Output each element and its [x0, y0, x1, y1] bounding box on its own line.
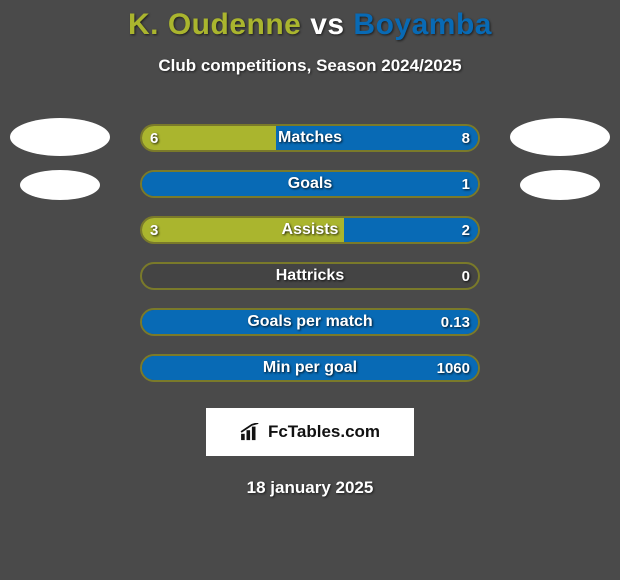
- stat-value-left: 6: [150, 124, 158, 152]
- stat-value-right: 2: [462, 216, 470, 244]
- date-text: 18 january 2025: [0, 478, 620, 498]
- stat-bar-fill-left: [142, 218, 344, 242]
- stat-value-right: 0.13: [441, 308, 470, 336]
- stat-value-right: 1: [462, 170, 470, 198]
- stat-row: Min per goal1060: [0, 344, 620, 390]
- stat-row: Matches6 8: [0, 114, 620, 160]
- brand-badge: FcTables.com: [206, 408, 414, 456]
- stat-bar-track: Matches: [140, 124, 480, 152]
- stat-bar-fill-right: [142, 172, 478, 196]
- page-title: K. Oudenne vs Boyamba: [0, 8, 620, 42]
- stat-row: Goals per match0.13: [0, 298, 620, 344]
- stat-bar-track: Goals per match: [140, 308, 480, 336]
- stat-value-left: 3: [150, 216, 158, 244]
- stat-bar-track: Min per goal: [140, 354, 480, 382]
- stat-value-right: 1060: [437, 354, 470, 382]
- stat-bar-fill-right: [276, 126, 478, 150]
- subtitle: Club competitions, Season 2024/2025: [0, 56, 620, 76]
- stat-value-right: 0: [462, 262, 470, 290]
- stat-rows: Matches68Goals1Assists32Hattricks0Goals …: [0, 114, 620, 390]
- chart-icon: [240, 423, 262, 441]
- brand-text: FcTables.com: [268, 422, 380, 442]
- stat-bar-fill-right: [142, 356, 478, 380]
- stat-value-right: 8: [462, 124, 470, 152]
- player1-name: K. Oudenne: [128, 8, 301, 41]
- stat-bar-track: Goals: [140, 170, 480, 198]
- stat-row: Hattricks0: [0, 252, 620, 298]
- stat-bar-fill-right: [142, 310, 478, 334]
- stat-row: Goals1: [0, 160, 620, 206]
- player2-name: Boyamba: [353, 8, 492, 41]
- vs-text: vs: [310, 8, 344, 41]
- stat-bar-fill-right: [344, 218, 478, 242]
- stat-bar-track: Assists: [140, 216, 480, 244]
- stat-label: Hattricks: [142, 264, 478, 288]
- stat-bar-fill-left: [142, 126, 276, 150]
- comparison-infographic: K. Oudenne vs Boyamba Club competitions,…: [0, 0, 620, 580]
- stat-bar-track: Hattricks: [140, 262, 480, 290]
- stat-row: Assists3 2: [0, 206, 620, 252]
